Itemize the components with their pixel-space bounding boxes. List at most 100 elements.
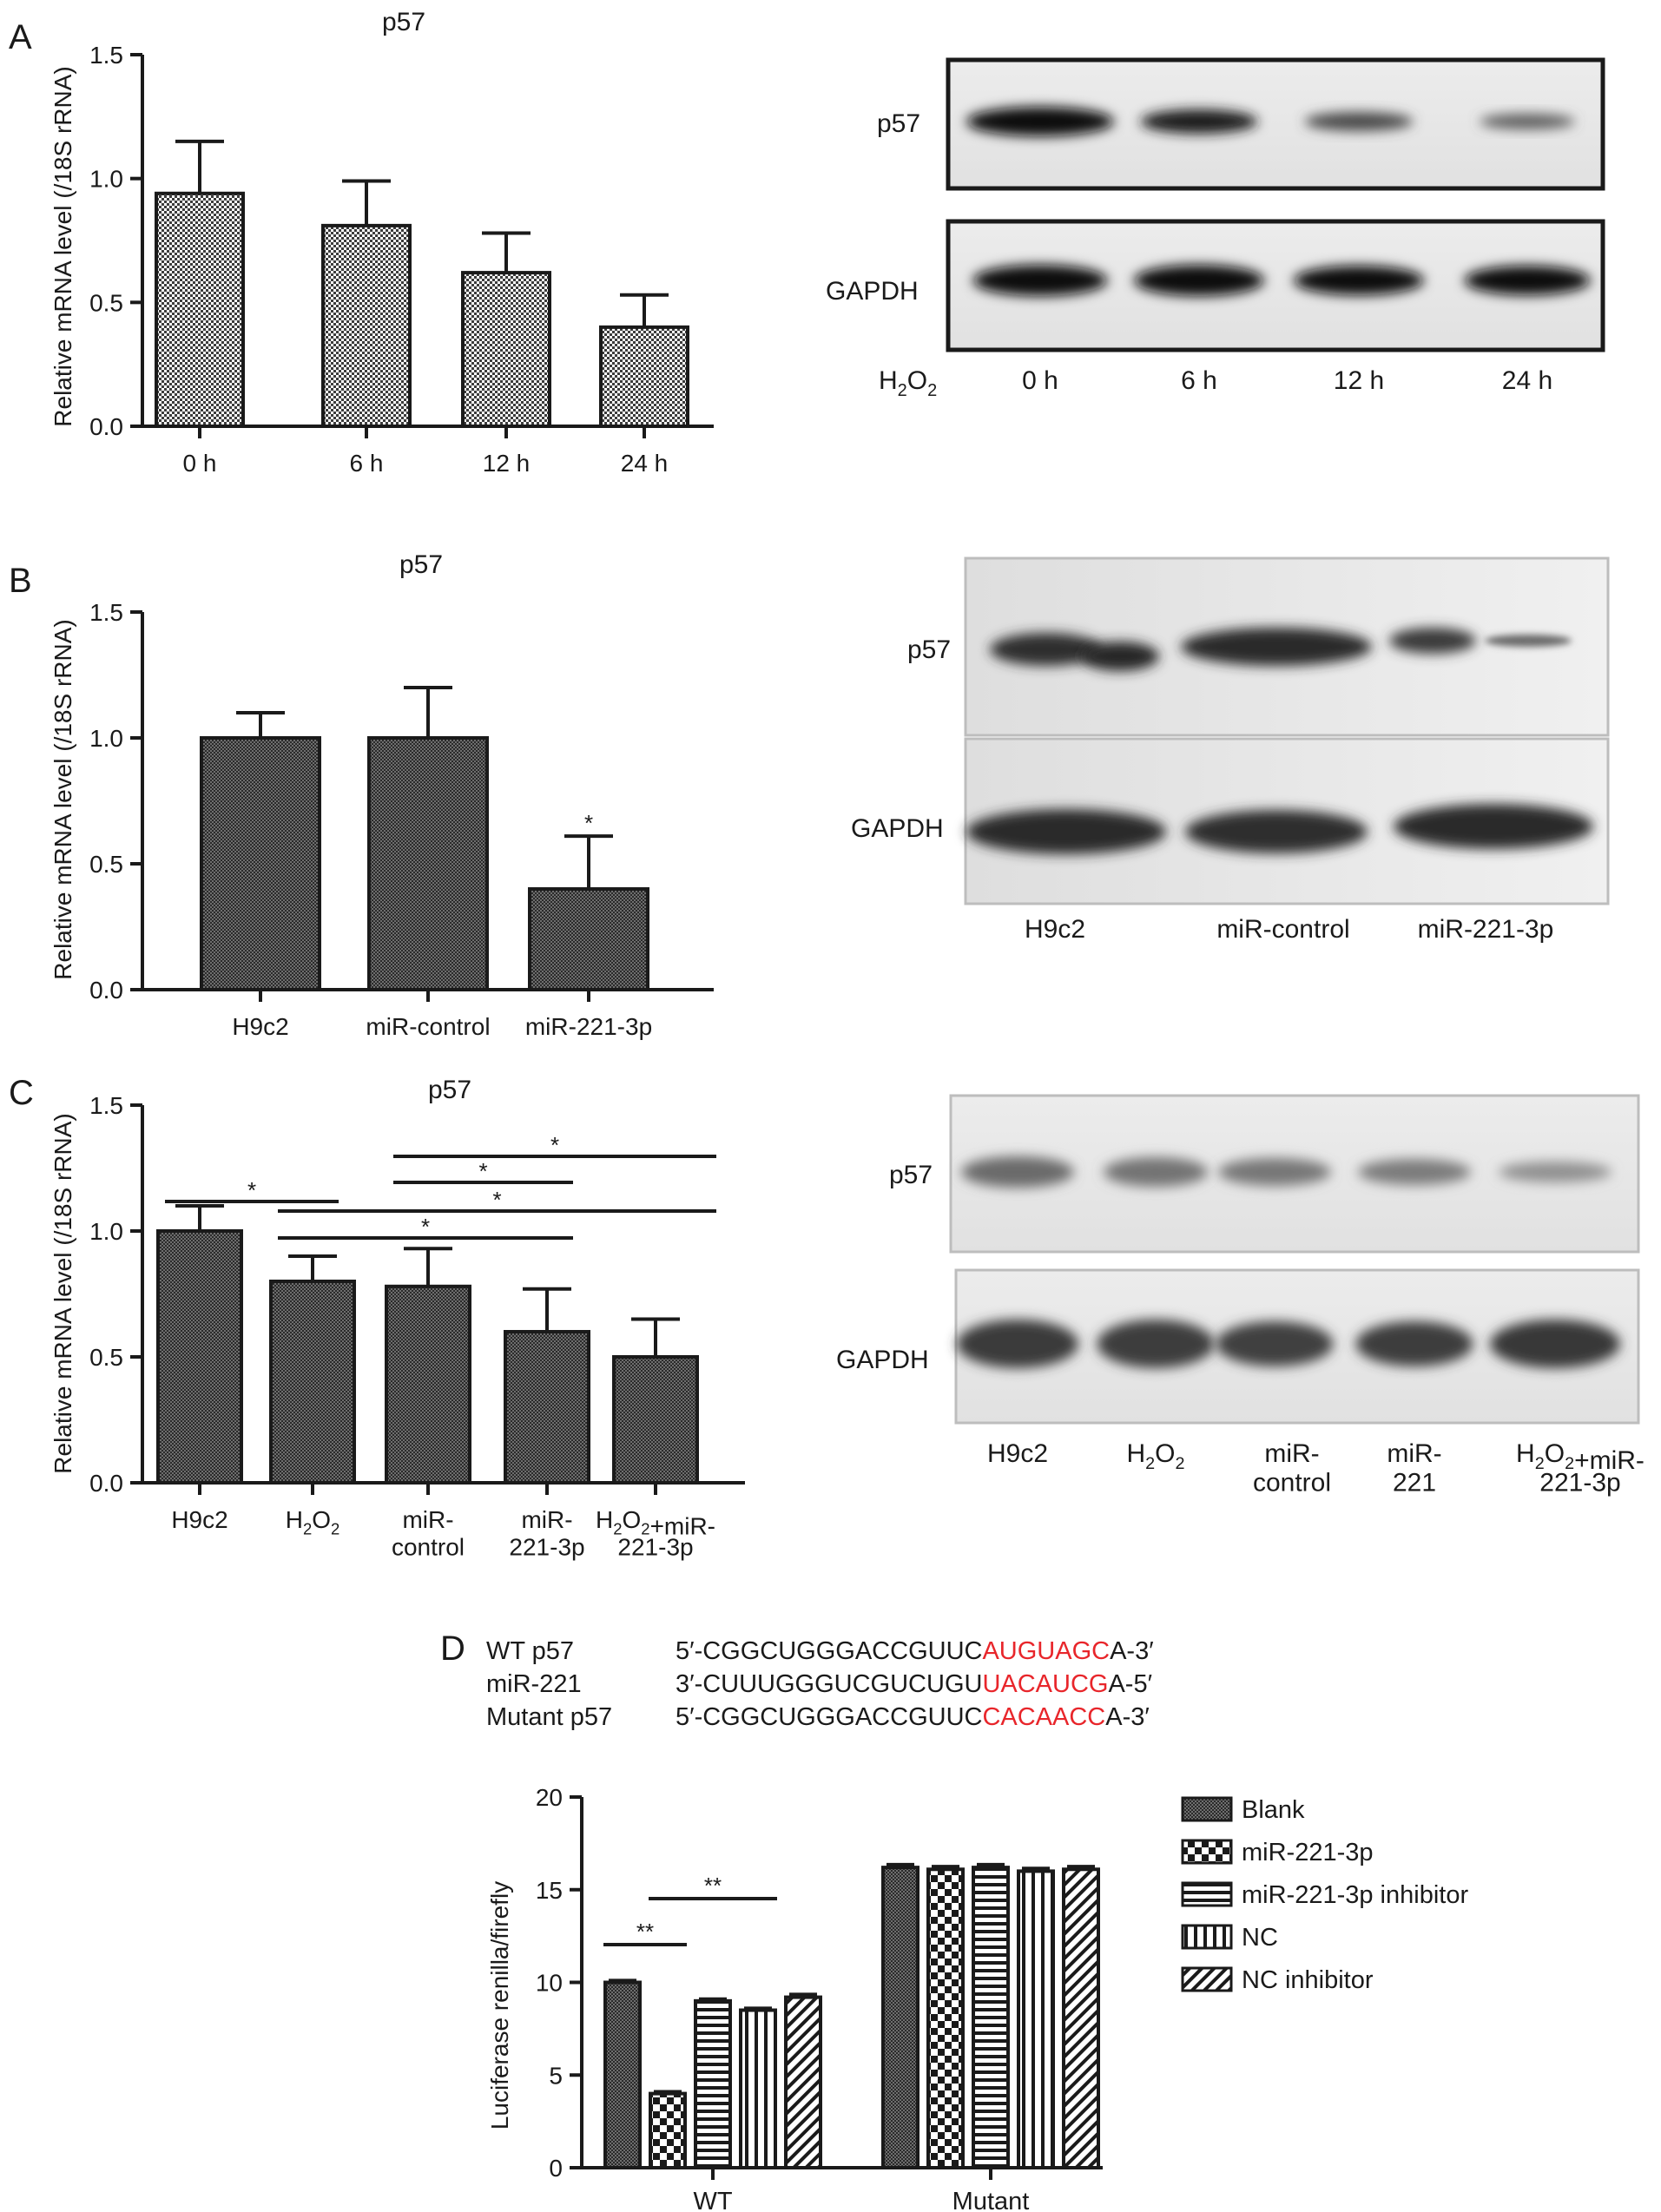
blot-band: [1081, 642, 1159, 671]
bar: [972, 1866, 1010, 2169]
blot-lane-label: miR-: [1387, 1439, 1441, 1468]
blot-c: p57 GAPDH H9c2 H2O2 miR-controlmiR-221H2O2…: [836, 1094, 1645, 1498]
h2o2-glyph: 2: [1176, 1454, 1185, 1473]
h2o2-glyph: 2: [613, 1520, 622, 1538]
legend-swatch: [1181, 1966, 1233, 1992]
panel-letter-d: D: [440, 1629, 465, 1668]
chart-d-legend: Blank miR-221-3p miR-221-3p inhibitor NC NC …: [1181, 1796, 1468, 1994]
blot-band: [1140, 109, 1258, 134]
blot-band: [1134, 265, 1264, 296]
bar: [269, 1280, 356, 1485]
blot-c-bands: [957, 1156, 1620, 1368]
label-part: 221-3p: [617, 1533, 693, 1560]
h2o2-glyph: H: [1516, 1439, 1535, 1468]
bar: [881, 1866, 919, 2169]
label-part: 221-3p: [1539, 1469, 1620, 1498]
blot-band: [957, 1320, 1078, 1368]
sequence-row: miR-221 3′-CUUUGGGUCGUCUGUUACAUCGA-5′: [486, 1670, 1152, 1698]
h2o2-glyph: O: [312, 1506, 331, 1533]
x-tick-label: 6 h: [350, 450, 384, 477]
blot-lane-label: miR-221-3p: [1418, 915, 1554, 944]
y-tick-label: 0.5: [89, 289, 123, 316]
h2o2-glyph: H: [286, 1506, 303, 1533]
y-tick-label: 1.0: [89, 1218, 123, 1245]
label-part: 12 h: [483, 450, 531, 477]
x-tick-label: WT: [693, 2188, 732, 2212]
x-tick-label: miR-221-3p: [525, 1013, 652, 1040]
blot-band: [1358, 1159, 1471, 1185]
chart-d-bars: [603, 1862, 1100, 2170]
sequence-row: WT p57 5′-CGGCUGGGACCGUUCAUGUAGCA-3′: [486, 1637, 1154, 1665]
blot-b-lane-labels: H9c2 miR-control miR-221-3p: [1025, 915, 1553, 944]
blot-band: [966, 809, 1166, 854]
label-part: 221-3p: [509, 1533, 584, 1560]
panel-letter-a: A: [9, 18, 32, 56]
x-tick-label: 24 h: [621, 450, 669, 477]
chart-a-y-ticks: 0.0 0.5 1.0 1.5: [89, 42, 142, 440]
y-tick-label: 1.0: [89, 725, 123, 752]
sequence-suffix: A-3′: [1110, 1637, 1154, 1665]
blot-band: [990, 633, 1103, 666]
blot-b: p57 GAPDH H9c2 miR-control miR-221-3p: [851, 556, 1610, 944]
chart-c-y-axis-label: Relative mRNA level (/18S rRNA): [49, 1113, 76, 1473]
blot-band: [1097, 1320, 1215, 1368]
x-tick-label: 0 h: [183, 450, 217, 477]
h2o2-glyph: 2: [331, 1520, 339, 1538]
label-part: miR-: [402, 1506, 453, 1533]
label-part: miR-221-3p: [1418, 915, 1554, 944]
x-tick-label: H9c2: [232, 1013, 288, 1040]
label-part: 6 h: [1181, 366, 1217, 395]
y-tick-label: 0.5: [89, 1344, 123, 1371]
label-part: miR-: [1387, 1439, 1441, 1468]
chart-c: p57 Relative mRNA level (/18S rRNA) 0.00…: [49, 1076, 745, 1560]
blot-band: [1485, 635, 1572, 647]
sequence-text: 5′-CGGCUGGGACCGUUCAUGUAGCA-3′: [676, 1637, 1154, 1665]
chart-c-y-ticks: 0.0 0.5 1.0 1.5: [89, 1092, 142, 1497]
y-tick-label: 1.5: [89, 599, 123, 626]
label-part: H9c2: [1025, 915, 1085, 944]
x-tick-label: 221-3p: [617, 1533, 693, 1560]
label-part: miR-: [521, 1506, 572, 1533]
legend-swatch: [1181, 1881, 1233, 1907]
bar: [649, 2091, 687, 2170]
x-tick-label: H9c2: [171, 1506, 227, 1533]
chart-a-y-axis-label: Relative mRNA level (/18S rRNA): [49, 66, 76, 426]
blot-lane-label: H2O2: [1126, 1439, 1184, 1473]
blot-band: [1394, 804, 1593, 849]
bar: [461, 271, 551, 428]
y-tick-label: 1.0: [89, 166, 123, 193]
blot-b-row-label-gapdh: GAPDH: [851, 814, 944, 843]
h2o2-h: H: [879, 366, 898, 395]
y-tick-label: 20: [536, 1784, 563, 1811]
blot-lane-label: H2O2+miR-: [1516, 1439, 1645, 1475]
blot-lane-label: H9c2: [987, 1439, 1048, 1468]
blot-a-row-label-p57: p57: [877, 109, 920, 138]
bar: [156, 1229, 243, 1485]
blot-a-treatment-label: H2O2: [879, 366, 937, 400]
label-part: 221: [1393, 1469, 1436, 1498]
blot-band: [1480, 114, 1575, 129]
h2o2-glyph: 2: [1565, 1454, 1574, 1473]
y-tick-label: 15: [536, 1877, 563, 1904]
x-tick-label: miR-control: [366, 1013, 490, 1040]
blot-band: [1216, 1321, 1334, 1366]
label-part: H9c2: [232, 1013, 288, 1040]
x-tick-label: Mutant: [952, 2188, 1030, 2212]
blot-band: [1499, 1162, 1612, 1182]
sequence-prefix: 5′-CGGCUGGGACCGUUC: [676, 1703, 982, 1731]
x-tick-label: 12 h: [483, 450, 531, 477]
h2o2-glyph: 2: [1535, 1454, 1545, 1473]
blot-lane-label: miR-: [1264, 1439, 1319, 1468]
blot-lane-label: 221-3p: [1539, 1469, 1620, 1498]
y-tick-label: 1.5: [89, 1092, 123, 1119]
bar: [528, 887, 649, 991]
blot-band: [1490, 1320, 1620, 1368]
chart-b-y-axis-label: Relative mRNA level (/18S rRNA): [49, 619, 76, 979]
blot-c-row-label-gapdh: GAPDH: [836, 1346, 929, 1374]
label-part: +miR-: [1574, 1446, 1645, 1475]
chart-a-bars: [155, 139, 689, 429]
x-tick-label: H2O2: [286, 1506, 340, 1538]
label-part: miR-: [1264, 1439, 1319, 1468]
label-part: 0 h: [1022, 366, 1058, 395]
